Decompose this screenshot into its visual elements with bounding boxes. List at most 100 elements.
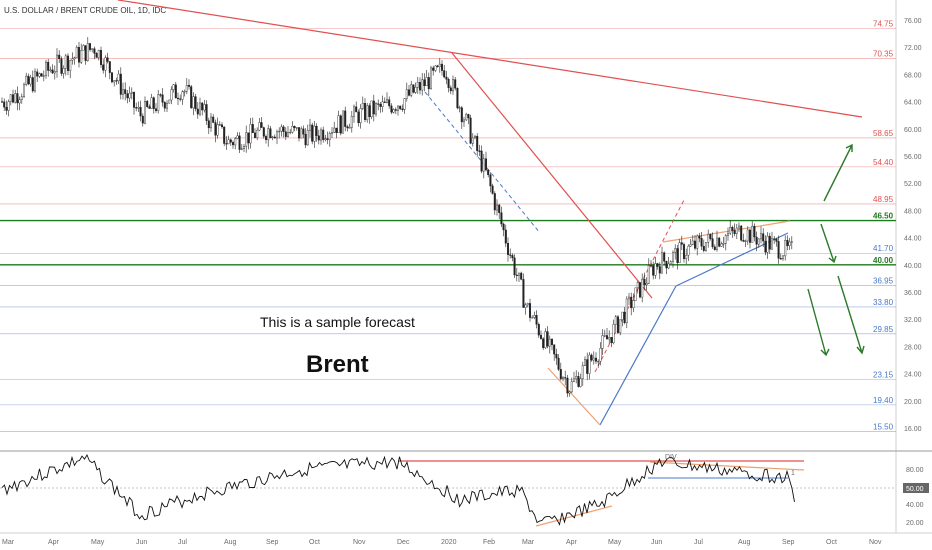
candle-body[interactable]: [174, 84, 177, 99]
candle-body[interactable]: [636, 282, 639, 289]
candle-body[interactable]: [223, 126, 226, 144]
candle-body[interactable]: [355, 106, 358, 113]
candle-body[interactable]: [71, 58, 74, 61]
candle-body[interactable]: [7, 101, 10, 111]
candle-body[interactable]: [198, 102, 201, 115]
candle-body[interactable]: [590, 354, 593, 361]
candle-body[interactable]: [47, 61, 50, 71]
candle-body[interactable]: [507, 243, 510, 255]
candle-body[interactable]: [738, 225, 741, 229]
candle-body[interactable]: [502, 223, 505, 231]
candle-body[interactable]: [764, 240, 767, 253]
candle-body[interactable]: [447, 78, 450, 88]
candle-body[interactable]: [359, 108, 362, 124]
candle-body[interactable]: [16, 93, 19, 104]
candle-body[interactable]: [399, 105, 402, 110]
candle-body[interactable]: [119, 73, 122, 95]
candle-body[interactable]: [113, 80, 116, 83]
candle-body[interactable]: [401, 108, 404, 110]
candle-body[interactable]: [729, 227, 732, 234]
candle-body[interactable]: [751, 225, 754, 243]
candle-body[interactable]: [430, 67, 433, 90]
candle-body[interactable]: [766, 235, 769, 253]
candle-body[interactable]: [722, 243, 725, 245]
candle-body[interactable]: [40, 73, 43, 77]
candle-body[interactable]: [608, 337, 611, 340]
candle-body[interactable]: [357, 111, 360, 124]
rsi-line[interactable]: [1, 454, 795, 526]
candle-body[interactable]: [322, 129, 325, 140]
candle-body[interactable]: [179, 98, 182, 100]
candle-body[interactable]: [135, 107, 138, 109]
long-downtrend-line[interactable]: [117, 0, 863, 118]
candle-body[interactable]: [518, 272, 521, 276]
candle-body[interactable]: [377, 103, 380, 105]
candle-body[interactable]: [711, 238, 714, 248]
candle-body[interactable]: [157, 94, 160, 111]
candle-body[interactable]: [18, 99, 21, 104]
candle-body[interactable]: [381, 101, 384, 107]
candle-body[interactable]: [460, 107, 463, 123]
candle-body[interactable]: [265, 136, 268, 140]
candle-body[interactable]: [242, 145, 245, 149]
candle-body[interactable]: [218, 124, 221, 126]
candle-body[interactable]: [280, 126, 283, 132]
candle-body[interactable]: [641, 278, 644, 298]
candle-body[interactable]: [216, 124, 219, 136]
uptrend-support-line[interactable]: [599, 285, 677, 426]
candle-body[interactable]: [566, 377, 569, 394]
candle-body[interactable]: [542, 338, 545, 349]
candle-body[interactable]: [375, 103, 378, 115]
candle-body[interactable]: [452, 79, 455, 92]
candle-body[interactable]: [685, 254, 688, 260]
candle-body[interactable]: [724, 235, 727, 244]
candle-body[interactable]: [423, 79, 426, 86]
candle-body[interactable]: [344, 110, 347, 127]
candle-body[interactable]: [176, 97, 179, 100]
candle-body[interactable]: [5, 106, 8, 111]
candle-body[interactable]: [773, 238, 776, 240]
candle-body[interactable]: [95, 53, 98, 58]
candle-body[interactable]: [405, 89, 408, 99]
candle-body[interactable]: [190, 86, 193, 109]
candle-body[interactable]: [128, 93, 131, 99]
candle-body[interactable]: [161, 94, 164, 103]
candle-body[interactable]: [663, 252, 666, 262]
candle-body[interactable]: [493, 193, 496, 211]
candle-body[interactable]: [612, 324, 615, 344]
wedge-upper-line[interactable]: [662, 220, 791, 243]
candle-body[interactable]: [278, 130, 281, 133]
candle-body[interactable]: [478, 150, 481, 152]
candle-body[interactable]: [485, 158, 488, 171]
candle-body[interactable]: [449, 87, 452, 92]
candle-body[interactable]: [333, 127, 336, 133]
candle-body[interactable]: [522, 279, 525, 308]
candle-body[interactable]: [267, 128, 270, 140]
candle-body[interactable]: [674, 248, 677, 253]
candle-body[interactable]: [438, 63, 441, 67]
candle-body[interactable]: [38, 73, 41, 77]
candle-body[interactable]: [548, 338, 551, 347]
candle-body[interactable]: [564, 377, 567, 379]
candle-body[interactable]: [251, 124, 254, 134]
candle-body[interactable]: [201, 102, 204, 111]
candle-body[interactable]: [115, 80, 118, 82]
candle-body[interactable]: [150, 97, 153, 109]
candle-body[interactable]: [293, 126, 296, 128]
candle-body[interactable]: [471, 137, 474, 144]
candle-body[interactable]: [744, 240, 747, 242]
rsi-bottom-line[interactable]: [535, 505, 613, 527]
candle-body[interactable]: [1, 101, 4, 103]
candle-body[interactable]: [295, 127, 298, 129]
candle-body[interactable]: [172, 84, 175, 90]
candle-body[interactable]: [610, 337, 613, 344]
candle-body[interactable]: [130, 91, 133, 94]
candle-body[interactable]: [595, 357, 598, 362]
rsi-pane[interactable]: [0, 451, 896, 533]
candle-body[interactable]: [14, 93, 17, 103]
candle-body[interactable]: [419, 82, 422, 91]
candle-body[interactable]: [727, 232, 730, 236]
candle-body[interactable]: [702, 245, 705, 251]
candle-body[interactable]: [383, 101, 386, 103]
arrow-down-left-icon[interactable]: [807, 288, 830, 357]
